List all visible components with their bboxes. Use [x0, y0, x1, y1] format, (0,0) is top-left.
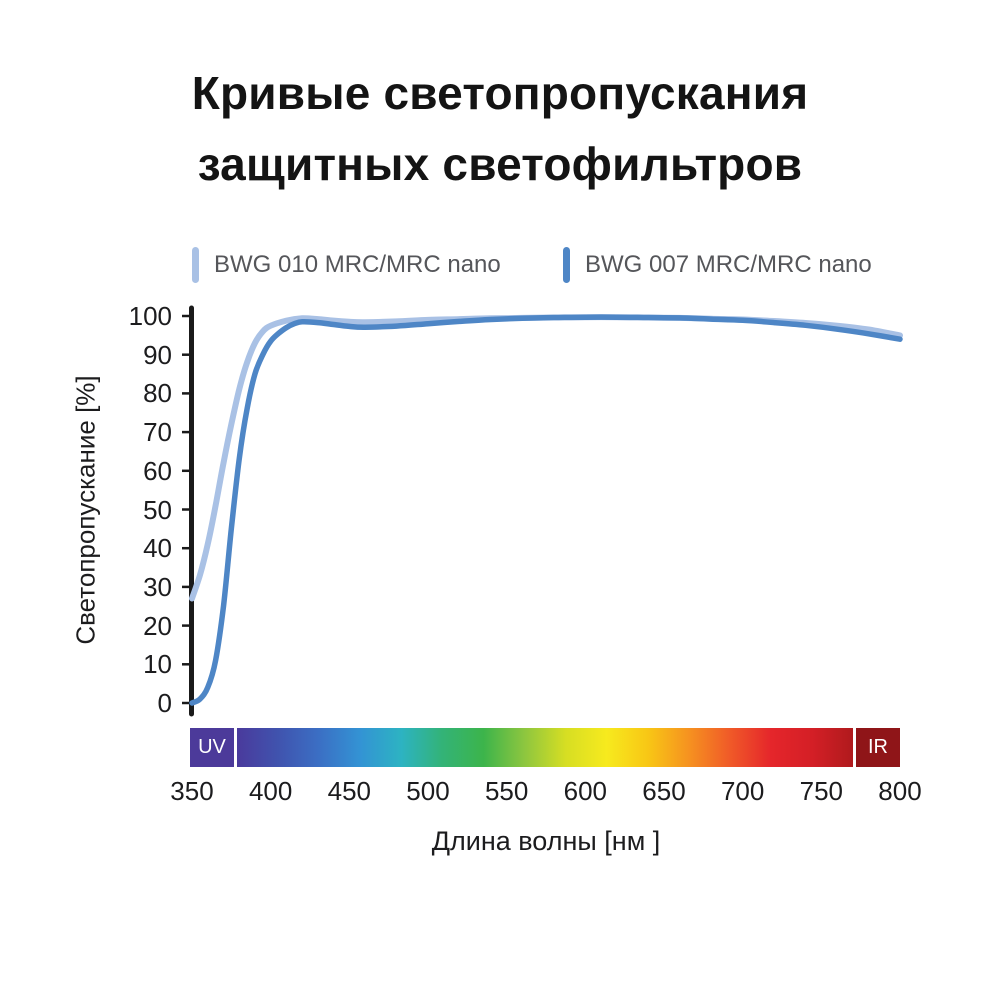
x-tick-label: 800: [878, 776, 922, 806]
y-tick-label: 100: [128, 301, 172, 331]
uv-band-label: UV: [198, 736, 226, 758]
x-tick-label: 650: [642, 776, 686, 806]
ir-band: IR: [853, 728, 900, 767]
y-tick-label: 80: [143, 378, 172, 409]
y-tick-label: 90: [143, 339, 172, 370]
y-tick-label: 50: [143, 494, 172, 525]
x-tick-label: 500: [406, 776, 450, 806]
x-axis-title: Длина волны [нм ]: [431, 826, 661, 856]
spectrum-bar: UV IR: [190, 728, 900, 767]
y-tick-label: 0: [157, 688, 172, 718]
legend-label-bwg010: BWG 010 MRC/MRC nano: [214, 251, 501, 278]
legend-label-bwg007: BWG 007 MRC/MRC nano: [585, 251, 872, 278]
legend-item-bwg010: BWG 010 MRC/MRC nano: [192, 246, 501, 284]
series-line-0: [189, 314, 903, 602]
y-tick-label: 60: [143, 455, 172, 486]
x-tick-label: 600: [563, 776, 608, 806]
ir-band-label: IR: [868, 736, 888, 758]
y-tick-label: 10: [143, 649, 172, 680]
y-tick-label: 20: [143, 610, 172, 641]
legend-marker-bwg010: [192, 247, 199, 283]
x-tick-label: 450: [327, 776, 372, 806]
spectrum-gradient: [237, 728, 853, 767]
chart-title: Кривые светопропускания защитных светофи…: [0, 58, 1000, 200]
x-tick-label: 400: [248, 776, 293, 806]
y-tick-label: 70: [143, 417, 172, 448]
y-tick-label: 40: [143, 533, 172, 564]
uv-band: UV: [190, 728, 237, 767]
chart-title-line1: Кривые светопропускания: [191, 67, 809, 119]
chart-title-line2: защитных светофильтров: [197, 138, 803, 190]
x-tick-label: 750: [799, 776, 844, 806]
y-tick-label: 30: [143, 571, 172, 602]
legend-item-bwg007: BWG 007 MRC/MRC nano: [563, 246, 872, 284]
x-tick-label: 550: [484, 776, 529, 806]
x-tick-label: 700: [720, 776, 765, 806]
x-tick-label: 350: [170, 776, 214, 806]
series-line-1: [189, 314, 903, 706]
legend-marker-bwg007: [563, 247, 570, 283]
